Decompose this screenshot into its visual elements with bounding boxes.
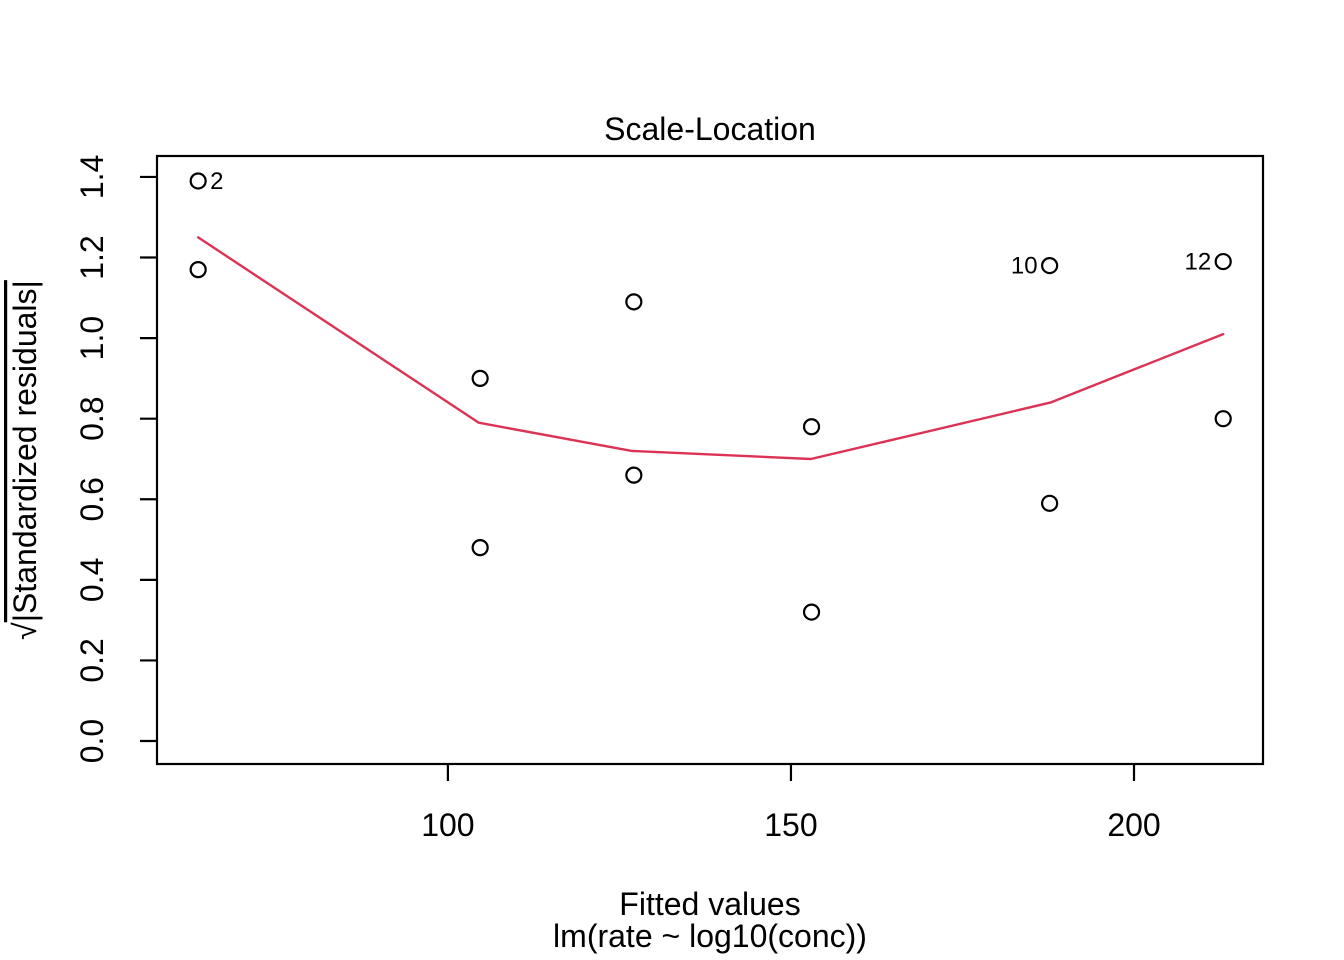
- data-point: [189, 172, 207, 190]
- y-tick-label: 1.4: [74, 155, 110, 199]
- y-tick-label: 0.0: [74, 719, 110, 763]
- y-axis-label: √|Standardized residuals|: [7, 280, 43, 640]
- point-id-label: 12: [1185, 249, 1212, 276]
- data-point: [471, 369, 489, 388]
- data-point: [1214, 252, 1232, 271]
- axis-ticks-layer: 100 150 200 0.0 0.2 0.4 0.6 0.8 1.0 1.2 1.4: [74, 155, 1161, 843]
- data-point: [802, 603, 821, 621]
- y-tick-label: 0.6: [74, 477, 110, 521]
- point-id-label: 2: [210, 168, 223, 195]
- x-axis-label: Fitted values: [619, 886, 800, 922]
- data-point: [802, 418, 821, 436]
- sqrt-radical-sign: √: [7, 622, 43, 640]
- x-tick-label: 150: [764, 807, 817, 843]
- data-point: [1041, 256, 1059, 275]
- smooth-line: [196, 236, 1225, 461]
- data-point: [189, 261, 207, 279]
- y-tick-label: 0.8: [74, 396, 110, 440]
- y-tick-label: 0.4: [74, 558, 110, 602]
- y-tick-label: 0.2: [74, 638, 110, 682]
- data-series-layer: 2 10 12: [189, 168, 1232, 621]
- data-point: [625, 466, 643, 484]
- data-point: [1214, 410, 1232, 428]
- point-id-label: 10: [1011, 253, 1038, 280]
- y-tick-label: 1.0: [74, 316, 110, 360]
- x-tick-label: 200: [1107, 807, 1160, 843]
- data-point: [471, 539, 489, 557]
- x-tick-label: 100: [421, 807, 474, 843]
- y-tick-label: 1.2: [74, 235, 110, 279]
- model-call-subtitle: lm(rate ~ log10(conc)): [553, 918, 867, 954]
- data-point: [625, 293, 643, 311]
- plot-area-border: [155, 154, 1265, 766]
- plot-title: Scale-Location: [604, 111, 816, 147]
- y-axis-label-text: |Standardized residuals|: [7, 280, 43, 622]
- data-point: [1041, 494, 1059, 512]
